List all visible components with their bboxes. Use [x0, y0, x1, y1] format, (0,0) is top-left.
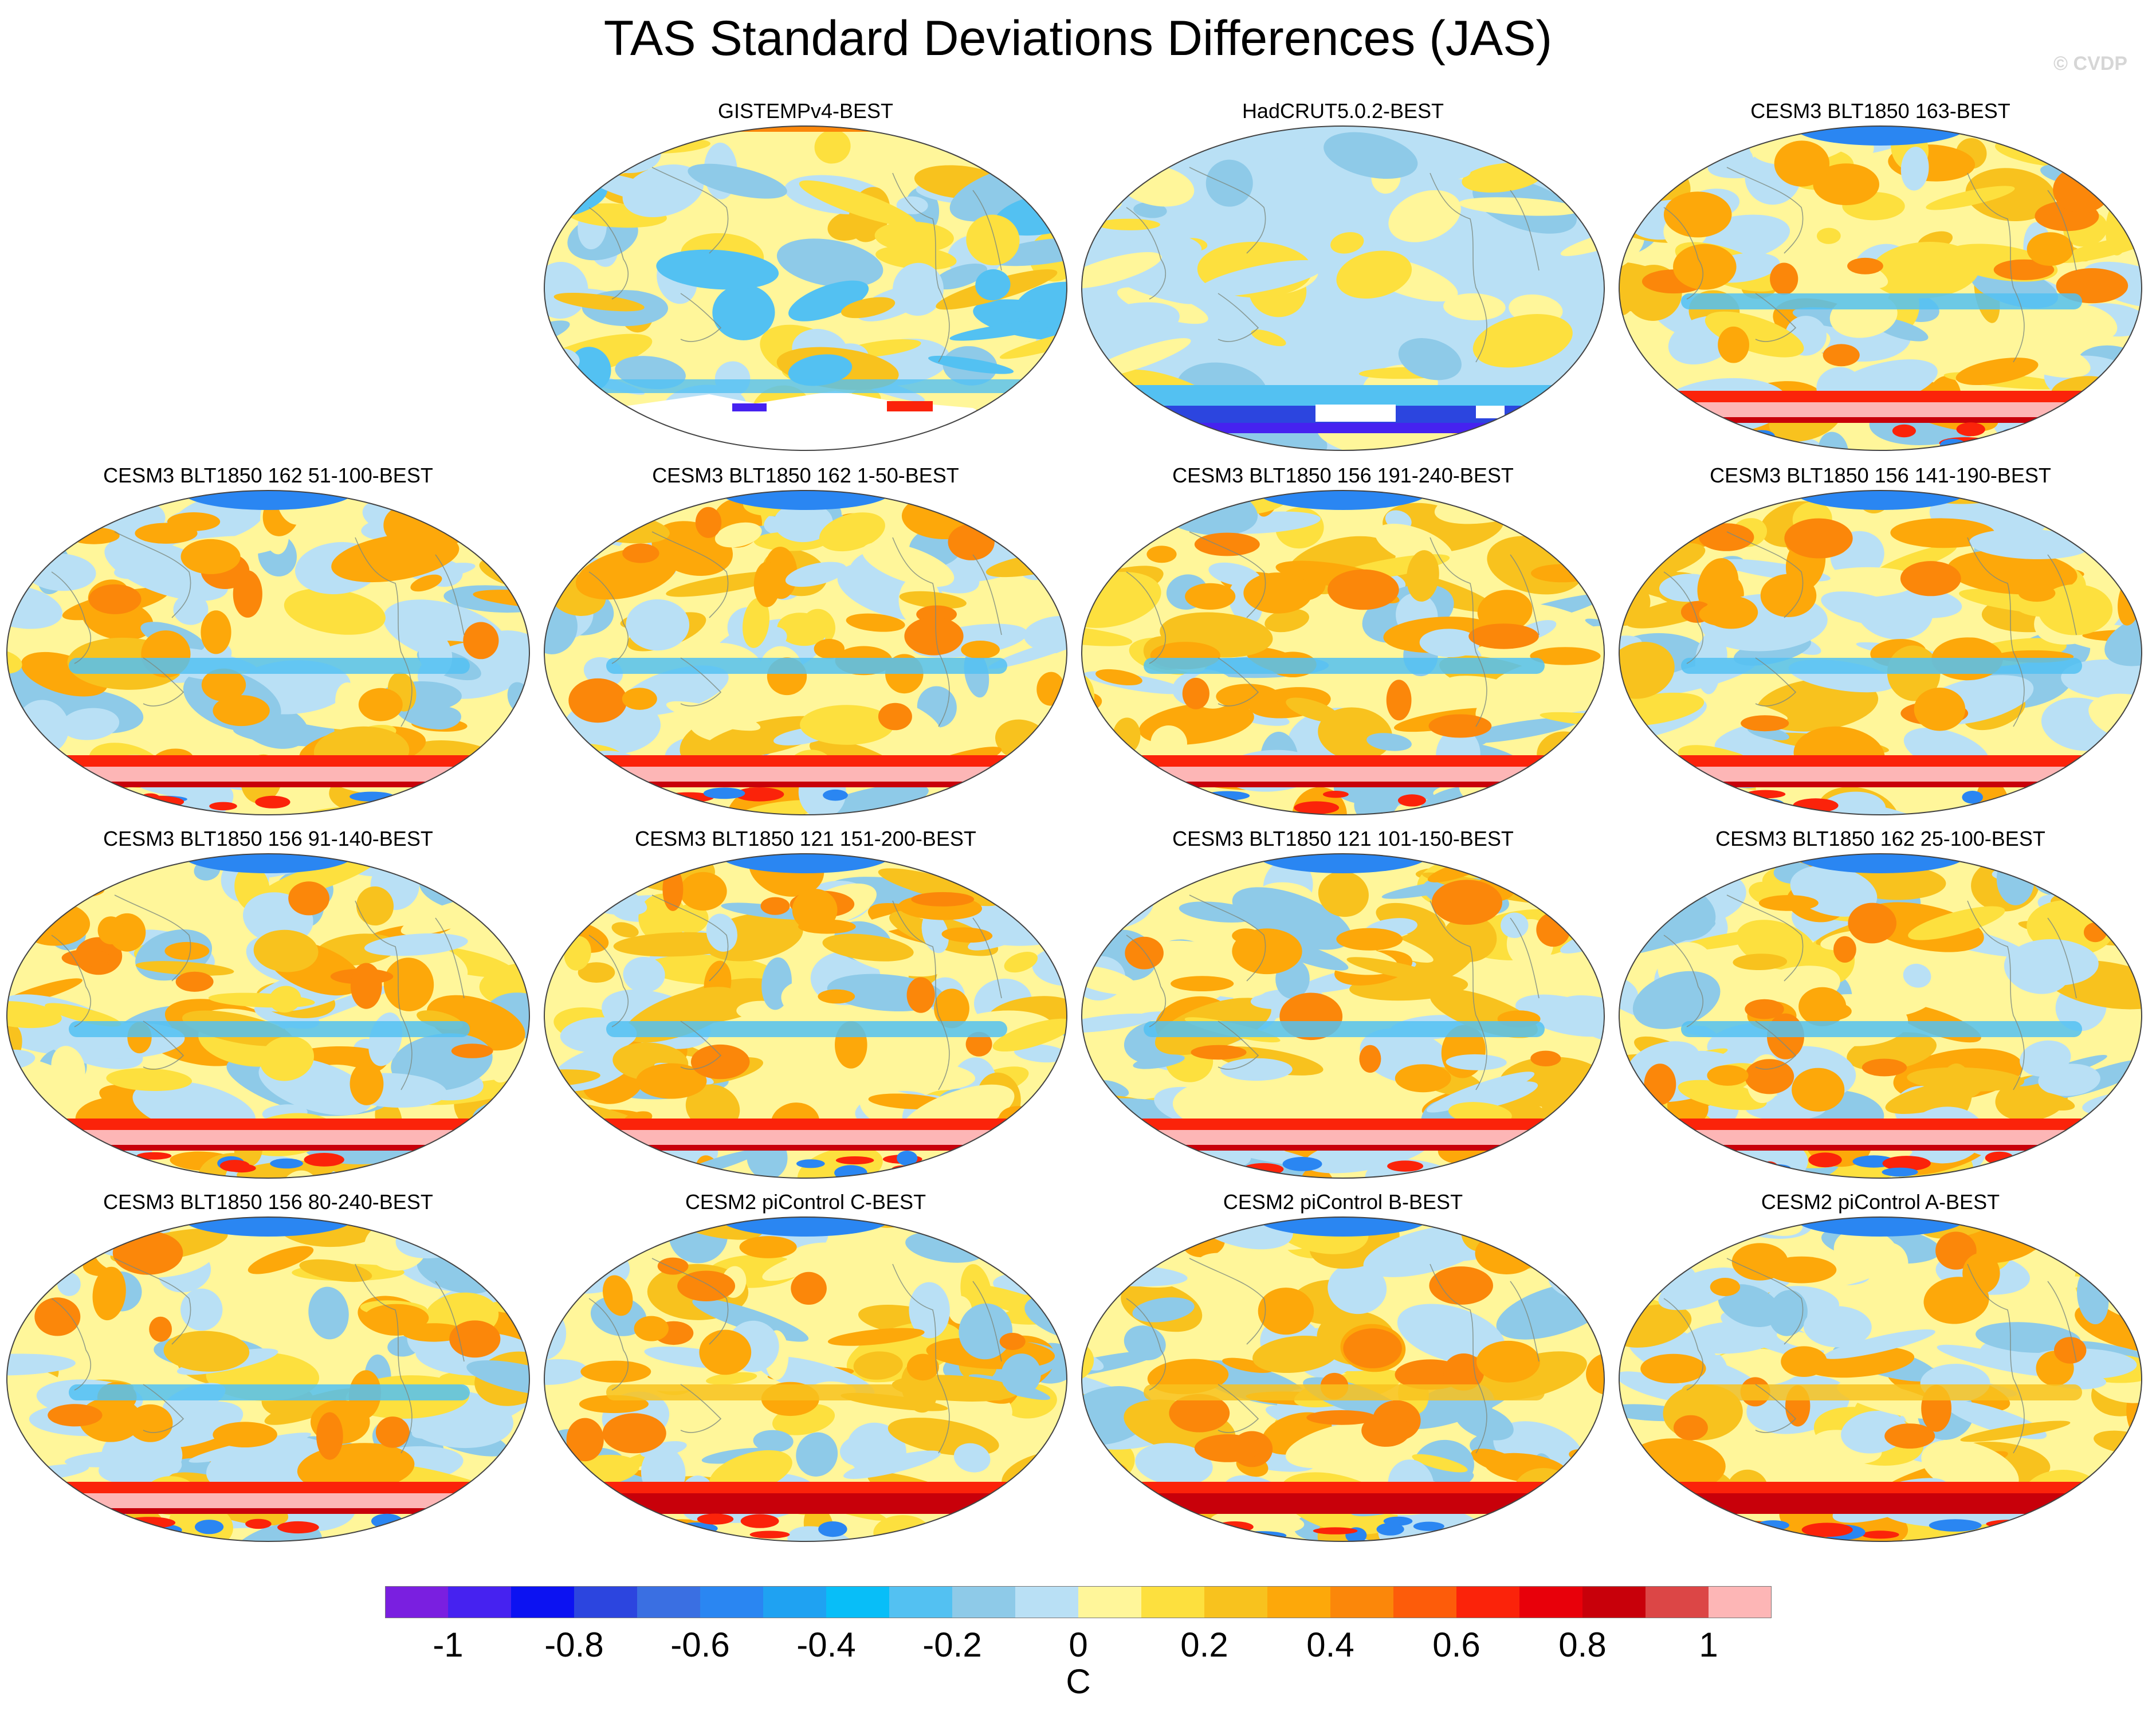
- map-panel: CESM3 BLT1850 156 91-140-BEST: [0, 826, 536, 1187]
- colorbar-swatch: [448, 1586, 512, 1618]
- map-panel: GISTEMPv4-BEST: [537, 99, 1074, 460]
- colorbar-swatch: [763, 1586, 827, 1618]
- colorbar-tick-label: -1: [433, 1626, 464, 1664]
- figure-title: TAS Standard Deviations Differences (JAS…: [603, 11, 1553, 66]
- world-map: [1081, 1216, 1605, 1542]
- map-panel: CESM3 BLT1850 156 191-240-BEST: [1075, 463, 1611, 824]
- colorbar-tick-label: -0.2: [922, 1626, 982, 1664]
- watermark: © CVDP: [2053, 53, 2127, 74]
- panel-title: CESM3 BLT1850 156 91-140-BEST: [103, 827, 433, 850]
- map-panel: CESM3 BLT1850 162 25-100-BEST: [1612, 826, 2149, 1187]
- colorbar-swatch: [1078, 1586, 1142, 1618]
- map-panel: CESM3 BLT1850 163-BEST: [1612, 99, 2149, 460]
- map-panel: CESM3 BLT1850 162 51-100-BEST: [0, 463, 536, 824]
- map-panel: CESM2 piControl B-BEST: [1075, 1190, 1611, 1551]
- panel-title: CESM3 BLT1850 162 1-50-BEST: [652, 464, 959, 487]
- colorbar-tick-label: -0.6: [670, 1626, 730, 1664]
- colorbar-swatch: [1330, 1586, 1394, 1618]
- panel-title: CESM3 BLT1850 163-BEST: [1750, 99, 2010, 123]
- colorbar-swatch: [826, 1586, 890, 1618]
- colorbar: [385, 1586, 1772, 1618]
- colorbar-tick-label: 0.8: [1558, 1626, 1607, 1664]
- colorbar-swatch: [1393, 1586, 1457, 1618]
- panel-title: CESM3 BLT1850 162 51-100-BEST: [103, 464, 433, 487]
- world-map: [6, 490, 530, 815]
- colorbar-swatch: [889, 1586, 953, 1618]
- world-map: [544, 125, 1067, 451]
- world-map: [544, 490, 1067, 815]
- world-map: [1619, 490, 2142, 815]
- world-map: [544, 1216, 1067, 1542]
- colorbar-tick-label: 1: [1699, 1626, 1718, 1664]
- colorbar-tick-label: -0.8: [544, 1626, 604, 1664]
- colorbar-swatches: [385, 1586, 1772, 1618]
- colorbar-swatch: [1646, 1586, 1709, 1618]
- colorbar-swatch: [1141, 1586, 1205, 1618]
- panel-title: CESM3 BLT1850 156 80-240-BEST: [103, 1190, 433, 1214]
- world-map: [1619, 853, 2142, 1179]
- panel-title: CESM3 BLT1850 162 25-100-BEST: [1715, 827, 2045, 850]
- world-map: [1081, 125, 1605, 451]
- colorbar-swatch: [1267, 1586, 1331, 1618]
- colorbar-tick-label: 0.4: [1306, 1626, 1354, 1664]
- world-map: [6, 1216, 530, 1542]
- colorbar-swatch: [700, 1586, 764, 1618]
- world-map: [1081, 490, 1605, 815]
- colorbar-swatch: [1582, 1586, 1646, 1618]
- panel-title: CESM3 BLT1850 156 191-240-BEST: [1172, 464, 1514, 487]
- colorbar-swatch: [511, 1586, 575, 1618]
- colorbar-tick-label: 0: [1069, 1626, 1088, 1664]
- colorbar-swatch: [1709, 1586, 1772, 1618]
- colorbar-swatch: [574, 1586, 638, 1618]
- colorbar-swatch: [952, 1586, 1016, 1618]
- colorbar-unit: C: [1066, 1662, 1091, 1701]
- panel-title: CESM2 piControl A-BEST: [1761, 1190, 2000, 1214]
- colorbar-swatch: [1456, 1586, 1520, 1618]
- map-panel: CESM3 BLT1850 156 141-190-BEST: [1612, 463, 2149, 824]
- panel-title: GISTEMPv4-BEST: [717, 99, 894, 123]
- panel-title: HadCRUT5.0.2-BEST: [1242, 99, 1444, 123]
- map-panel: CESM3 BLT1850 162 1-50-BEST: [537, 463, 1074, 824]
- map-panel: CESM2 piControl A-BEST: [1612, 1190, 2149, 1551]
- panel-title: CESM2 piControl B-BEST: [1223, 1190, 1463, 1214]
- map-panel: CESM2 piControl C-BEST: [537, 1190, 1074, 1551]
- colorbar-tick-label: -0.4: [796, 1626, 856, 1664]
- map-panel: CESM3 BLT1850 121 151-200-BEST: [537, 826, 1074, 1187]
- world-map: [1619, 1216, 2142, 1542]
- colorbar-tick-label: 0.2: [1180, 1626, 1228, 1664]
- colorbar-tick-label: 0.6: [1432, 1626, 1480, 1664]
- colorbar-swatch: [637, 1586, 701, 1618]
- colorbar-swatch: [1204, 1586, 1268, 1618]
- panel-title: CESM2 piControl C-BEST: [685, 1190, 926, 1214]
- world-map: [1619, 125, 2142, 451]
- world-map: [6, 853, 530, 1179]
- world-map: [1081, 853, 1605, 1179]
- world-map: [544, 853, 1067, 1179]
- colorbar-swatch: [1519, 1586, 1583, 1618]
- map-panel: CESM3 BLT1850 156 80-240-BEST: [0, 1190, 536, 1551]
- map-panel: HadCRUT5.0.2-BEST: [1075, 99, 1611, 460]
- panel-title: CESM3 BLT1850 156 141-190-BEST: [1710, 464, 2051, 487]
- colorbar-swatch: [385, 1586, 449, 1618]
- colorbar-swatch: [1015, 1586, 1079, 1618]
- panel-title: CESM3 BLT1850 121 151-200-BEST: [635, 827, 976, 850]
- map-panel: CESM3 BLT1850 121 101-150-BEST: [1075, 826, 1611, 1187]
- panel-title: CESM3 BLT1850 121 101-150-BEST: [1172, 827, 1514, 850]
